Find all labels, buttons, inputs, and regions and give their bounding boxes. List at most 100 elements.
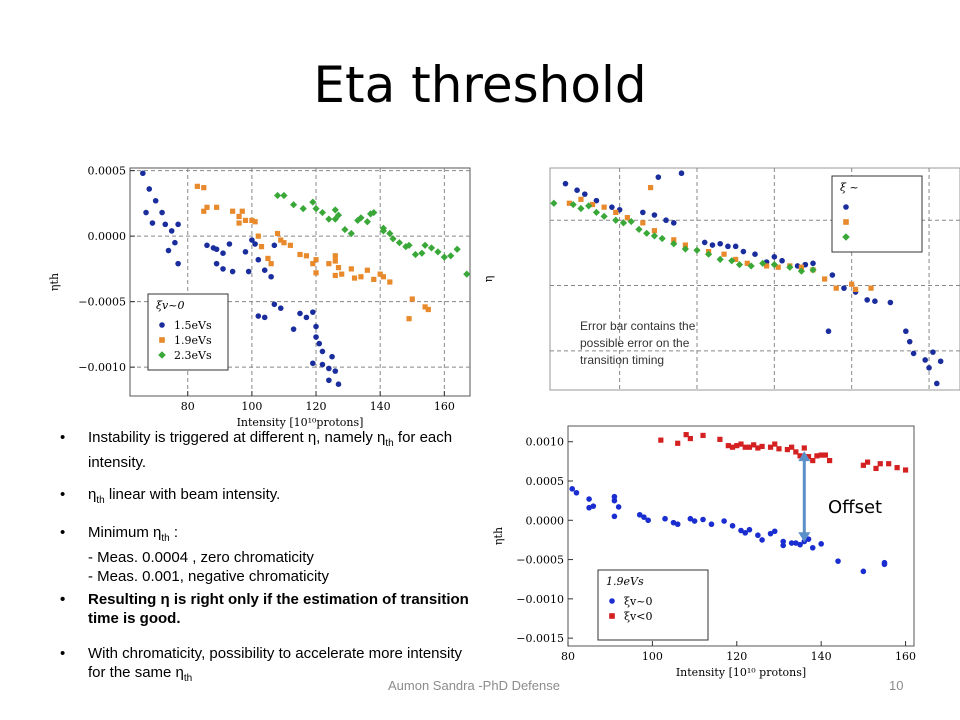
data-point [671,237,677,243]
data-point [906,338,913,345]
y-tick-label: −0.0015 [516,632,564,645]
bullet-item: • ηth linear with beam intensity. [60,486,281,506]
data-point [818,452,824,458]
y-tick-label: −0.0005 [78,296,126,309]
data-point [612,216,620,224]
data-point [716,255,724,264]
data-point [358,274,364,280]
data-point [335,381,342,388]
data-point [852,286,859,293]
data-point [738,441,744,447]
data-point [175,221,181,228]
data-point [332,253,338,259]
data-point [825,328,832,335]
data-point [615,504,622,510]
data-point [728,257,736,265]
data-point [725,243,731,250]
y-tick-label: 0.0005 [526,475,565,488]
data-point [789,444,795,450]
data-point [636,511,643,518]
data-point [406,316,412,322]
data-point [386,229,394,238]
data-point [204,242,210,249]
data-point [370,208,378,217]
data-point [213,246,220,253]
data-point [140,170,146,177]
y-tick-label: 0.0005 [88,165,127,178]
data-point [784,446,791,453]
data-point [562,180,569,187]
data-point [641,514,647,520]
data-point [793,449,799,455]
data-point [574,187,580,193]
data-point [675,440,681,446]
data-point [910,350,917,357]
data-point [332,272,338,279]
data-point [793,540,799,546]
data-point [577,204,585,213]
page-number: 10 [889,678,904,693]
data-point [717,240,723,247]
x-axis-label: Intensity [10¹⁰protons] [237,416,364,429]
data-point [316,340,323,347]
data-point [643,229,651,237]
data-point [640,220,646,226]
data-point [334,211,343,219]
data-point [744,260,750,266]
data-point [613,209,619,215]
chart-top-right: η ξ ~ [482,162,960,391]
data-point [229,268,236,275]
data-point [357,214,365,222]
data-point [303,253,310,259]
data-point [678,170,685,177]
data-point [651,228,658,234]
data-point [717,436,723,442]
data-point [590,503,597,509]
data-point [733,256,739,263]
x-tick-label: 140 [370,400,391,413]
bullet-item: • Instability is triggered at different … [60,429,453,471]
data-point [937,358,944,365]
legend-entry: ξv~0 [624,595,653,608]
data-point [280,191,288,200]
data-point [864,459,871,465]
bullet-item: • Minimum ηth : - Meas. 0.0004 , zero ch… [60,524,329,585]
data-point [303,314,310,321]
data-point [701,239,708,246]
data-point [204,204,210,210]
data-point [143,209,149,216]
data-point [872,298,878,304]
data-point [175,260,181,267]
data-point [159,322,165,328]
data-point [313,257,319,263]
data-point [658,437,664,443]
legend-entry: 2.3eVs [174,349,212,362]
data-point [735,261,744,269]
data-point [887,299,894,306]
data-point [755,532,761,539]
legend-title: 1.9eVs [606,575,644,588]
data-point [829,272,836,278]
data-point [797,453,803,459]
x-tick-label: 160 [895,650,916,663]
slide-title: Eta threshold [313,56,647,114]
data-point [647,184,654,191]
data-point [926,365,932,371]
data-point [740,248,747,255]
data-point [268,273,274,280]
data-point [592,208,601,216]
data-point [776,446,782,452]
data-point [877,461,883,467]
data-point [609,613,615,619]
data-point [573,489,580,496]
data-point [326,261,332,267]
data-point [371,276,377,282]
data-point [245,268,252,275]
data-point [347,229,355,238]
data-point [770,261,778,269]
data-point [220,266,226,272]
data-point [214,204,220,210]
data-point [159,209,165,216]
data-point [742,530,749,536]
data-point [810,457,816,464]
